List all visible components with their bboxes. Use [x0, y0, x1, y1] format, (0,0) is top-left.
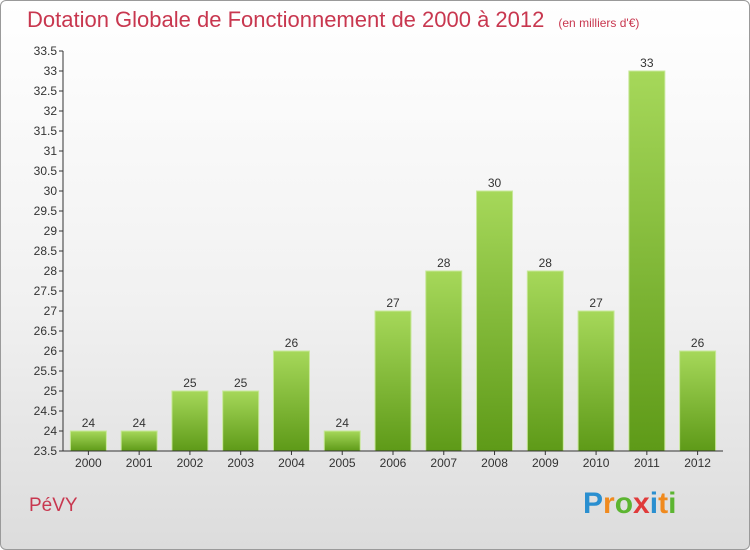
- y-tick-label: 25.5: [34, 364, 58, 378]
- y-tick-label: 24: [44, 424, 58, 438]
- bar-value-label: 25: [234, 376, 248, 390]
- x-tick-label: 2009: [532, 456, 559, 470]
- bar-value-label: 26: [285, 336, 299, 350]
- bars: 24 24 25 25 26 24 27 28 30 28 27 33 26: [69, 56, 717, 452]
- y-tick-label: 28: [44, 264, 58, 278]
- x-tick-label: 2008: [481, 456, 508, 470]
- bar: [577, 310, 615, 452]
- y-tick-label: 33: [44, 64, 58, 78]
- bar-value-label: 27: [386, 296, 400, 310]
- y-tick-label: 26: [44, 344, 58, 358]
- y-tick-label: 29.5: [34, 204, 58, 218]
- bar: [323, 430, 361, 452]
- bar-value-label: 24: [336, 416, 350, 430]
- bar-value-label: 26: [691, 336, 705, 350]
- y-tick-label: 24.5: [34, 404, 58, 418]
- bar-value-label: 27: [589, 296, 603, 310]
- logo-letter: r: [603, 487, 615, 520]
- x-tick-label: 2003: [227, 456, 254, 470]
- x-tick-label: 2012: [684, 456, 711, 470]
- logo-letter: x: [633, 487, 650, 520]
- x-tick-label: 2000: [75, 456, 102, 470]
- x-tick-label: 2010: [583, 456, 610, 470]
- y-tick-label: 23.5: [34, 444, 58, 458]
- y-tick-label: 30.5: [34, 164, 58, 178]
- bar-value-label: 33: [640, 56, 654, 70]
- chart-title-text: Dotation Globale de Fonctionnement de 20…: [27, 7, 545, 32]
- x-tick-label: 2007: [430, 456, 457, 470]
- y-tick-label: 30: [44, 184, 58, 198]
- bar-value-label: 24: [82, 416, 96, 430]
- logo-letter: o: [614, 487, 634, 520]
- chart-title: Dotation Globale de Fonctionnement de 20…: [27, 7, 639, 33]
- x-tick-label: 2006: [380, 456, 407, 470]
- logo-letter: i: [668, 487, 677, 520]
- bar-value-label: 25: [183, 376, 197, 390]
- x-tick-label: 2001: [126, 456, 153, 470]
- y-tick-label: 29: [44, 224, 58, 238]
- bar: [628, 70, 666, 452]
- bar: [374, 310, 412, 452]
- bar-value-label: 24: [132, 416, 146, 430]
- y-tick-label: 32: [44, 104, 58, 118]
- y-tick-label: 33.5: [34, 44, 58, 58]
- logo-letter: t: [658, 487, 669, 520]
- bar: [425, 270, 463, 452]
- logo-letter: P: [583, 487, 604, 520]
- y-axis: 23.5 24 24.5 25 25.5 26 26.5 27 27.5 28 28.5 29 29.5…: [34, 44, 64, 458]
- y-tick-label: 25: [44, 384, 58, 398]
- bar: [120, 430, 158, 452]
- proxiti-logo: Proxiti: [583, 487, 676, 521]
- commune-name: PéVY: [29, 495, 78, 516]
- y-tick-label: 31: [44, 144, 58, 158]
- y-tick-label: 27.5: [34, 284, 58, 298]
- bar: [476, 190, 514, 452]
- bar-value-label: 28: [539, 256, 553, 270]
- x-tick-label: 2005: [329, 456, 356, 470]
- bar: [222, 390, 260, 452]
- x-axis: 2000 2001 2002 2003 2004 2005 2006 2007 2008 2009…: [63, 450, 723, 470]
- bar: [526, 270, 564, 452]
- bar: [69, 430, 107, 452]
- bar: [171, 390, 209, 452]
- chart-subtitle: (en milliers d'€): [558, 16, 640, 30]
- y-tick-label: 31.5: [34, 124, 58, 138]
- y-tick-label: 28.5: [34, 244, 58, 258]
- bar: [272, 350, 310, 452]
- x-tick-label: 2011: [634, 456, 660, 470]
- x-tick-label: 2002: [177, 456, 204, 470]
- y-tick-label: 32.5: [34, 84, 58, 98]
- y-tick-label: 27: [44, 304, 58, 318]
- x-tick-label: 2004: [278, 456, 305, 470]
- y-tick-label: 26.5: [34, 324, 58, 338]
- bar-value-label: 30: [488, 176, 502, 190]
- logo-letter: i: [649, 487, 659, 520]
- bar: [679, 350, 717, 452]
- bar-value-label: 28: [437, 256, 451, 270]
